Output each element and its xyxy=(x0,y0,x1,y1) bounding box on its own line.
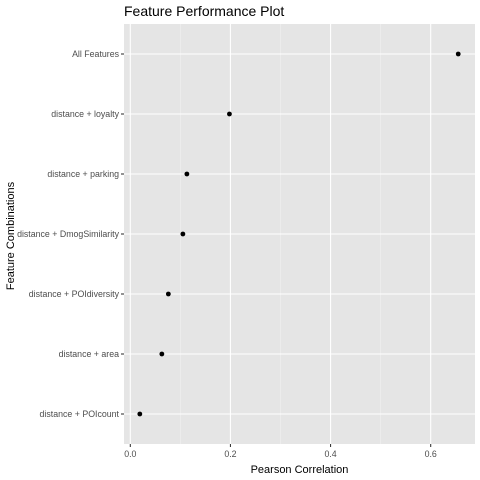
x-tick-label: 0.0 xyxy=(124,449,136,459)
y-tick-label: distance + loyalty xyxy=(51,109,119,119)
y-axis: distance + POIcount distance + area distan… xyxy=(17,49,124,419)
data-point xyxy=(137,411,143,417)
data-point xyxy=(159,351,165,357)
y-tick-label: distance + POIcount xyxy=(40,409,120,419)
chart-title: Feature Performance Plot xyxy=(124,3,284,19)
y-tick-label: distance + DmogSimilarity xyxy=(17,229,120,239)
y-tick-label: distance + area xyxy=(59,349,120,359)
data-point xyxy=(165,291,171,297)
data-point xyxy=(455,51,461,57)
y-tick-label: distance + parking xyxy=(47,169,119,179)
x-axis-title: Pearson Correlation xyxy=(251,464,349,476)
y-tick-label: All Features xyxy=(72,49,120,59)
y-axis-title: Feature Combinations xyxy=(5,181,17,290)
data-point xyxy=(227,111,232,117)
data-point xyxy=(184,171,190,177)
y-tick-label: distance + POIdiversity xyxy=(29,289,120,299)
major-gridlines xyxy=(124,24,475,444)
x-tick-label: 0.6 xyxy=(425,449,437,459)
x-tick-label: 0.2 xyxy=(224,449,236,459)
x-tick-label: 0.4 xyxy=(324,449,336,459)
x-axis: 0.0 0.2 0.4 0.6 xyxy=(124,444,437,459)
data-points xyxy=(137,51,461,417)
data-point xyxy=(180,231,186,237)
